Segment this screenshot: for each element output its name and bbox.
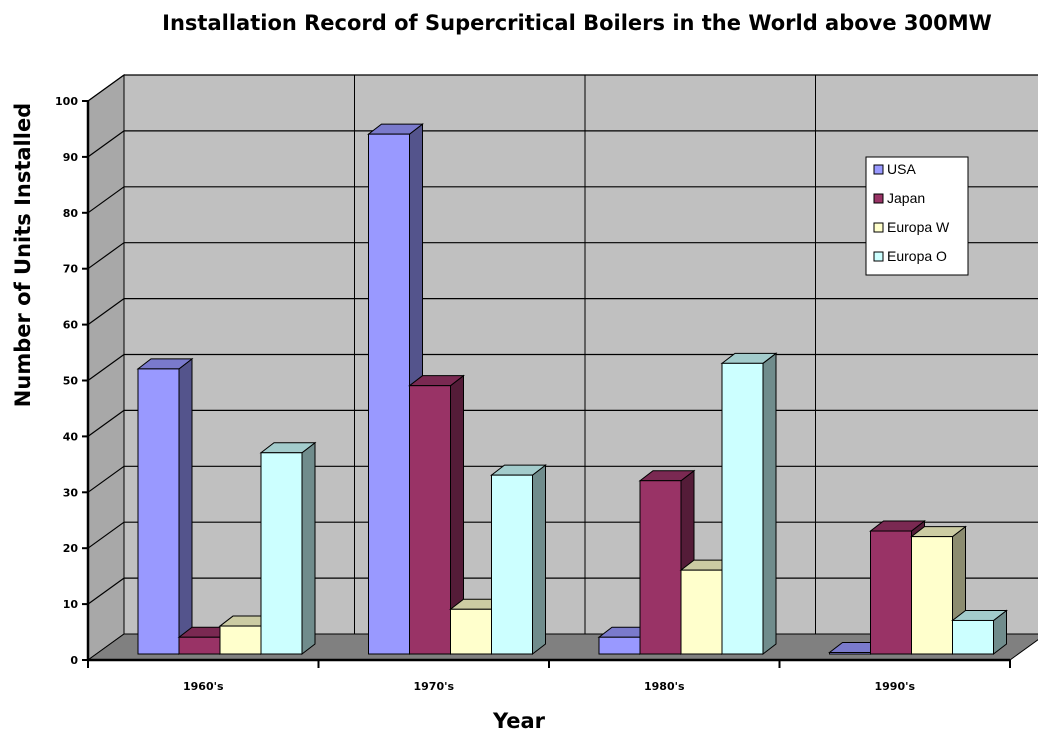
y-tick-label: 90 [63,151,79,164]
gridline [87,521,125,549]
axes [82,100,1011,668]
bar-japan-1 [408,374,465,656]
y-tick-label: 60 [63,319,79,332]
bar-front [178,636,221,655]
x-tick-labels: 1960's 1970's 1980's 1990's [183,680,915,693]
legend-label: Europa O [887,248,947,264]
gridline [87,354,125,381]
bar-front [721,362,764,655]
gridline [87,577,125,605]
legend-label: Japan [887,190,925,206]
bars [136,123,1008,656]
gridline [87,74,125,102]
bar-front [137,368,180,655]
bar-europa-o-1 [490,464,547,656]
bar-side [301,441,316,656]
bar-front [409,385,451,655]
gridline [87,409,125,437]
y-tick-label: 10 [63,598,79,611]
bar-front [368,133,410,655]
y-tick-label: 70 [63,263,79,276]
bar-front [598,636,641,655]
bar-front [450,608,492,655]
x-axis-label: Year [492,709,546,733]
gridline [87,130,125,158]
chart-title: Installation Record of Supercritical Boi… [162,11,992,35]
y-tick-label: 20 [63,542,79,555]
legend-label: USA [887,161,916,177]
bar-front [829,652,871,655]
y-tick-labels: 0 10 20 30 40 50 60 70 80 90 100 [55,95,78,667]
x-tick-label: 1970's [413,680,454,693]
x-tick-label: 1980's [644,680,685,693]
bar-front [491,474,533,655]
bar-europa-o-3 [951,609,1008,656]
legend-label: Europa W [887,219,950,235]
y-tick-label: 80 [63,207,79,220]
bar-europa-o-2 [720,352,778,656]
x-tick-label: 1990's [874,680,915,693]
y-axis-label: Number of Units Installed [11,103,35,407]
legend-swatch [873,193,884,204]
legend-swatch [873,222,884,233]
x-tick-label: 1960's [183,680,224,693]
bar-usa-0 [136,357,194,656]
bar-front [870,530,912,655]
bar-side [532,464,546,656]
bar-europa-o-0 [259,441,317,656]
bar-front [952,619,994,655]
y-tick-label: 30 [63,486,79,499]
gridline [87,242,125,270]
bar-front [219,625,262,655]
legend-swatch [873,251,884,262]
y-tick-label: 50 [63,375,79,388]
bar-side [178,357,193,656]
bar-front [639,480,682,655]
y-tick-label: 40 [63,430,79,443]
y-tick-label: 0 [70,654,78,667]
gridline [87,465,125,493]
legend-swatch [873,164,884,175]
bar-front [260,452,303,655]
legend: USA Japan Europa W Europa O [865,156,969,276]
bar-side [762,352,777,656]
y-tick-label: 100 [55,95,78,108]
gridline [87,298,125,326]
bar-front [680,569,723,655]
bar-front [911,536,953,655]
gridline [87,186,125,214]
